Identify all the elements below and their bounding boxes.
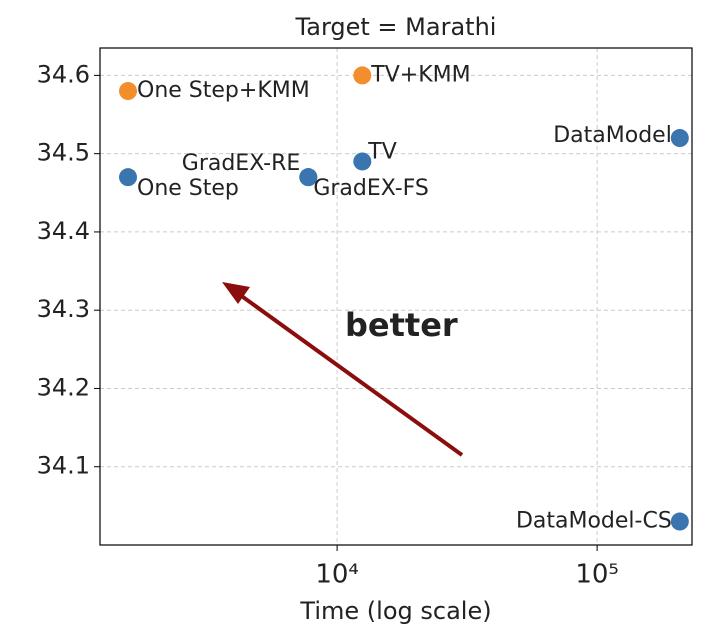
annotation: better (345, 306, 458, 344)
chart-title: Target = Marathi (295, 13, 497, 41)
point (353, 66, 372, 85)
x-tick-label: 10⁴ (315, 560, 359, 590)
point (119, 168, 138, 187)
y-tick-label: 34.6 (37, 60, 90, 88)
y-tick-label: 34.5 (37, 139, 90, 167)
point-label: One Step+KMM (137, 78, 310, 103)
point (670, 129, 689, 148)
x-axis-label: Time (log scale) (299, 597, 491, 625)
point (670, 512, 689, 531)
point (353, 152, 372, 171)
point-label: DataModel-CS (516, 509, 672, 534)
point-label: DataModel (553, 123, 672, 148)
point-label: One Step (137, 176, 239, 201)
y-tick-label: 34.1 (37, 452, 90, 480)
plot-frame (99, 47, 693, 546)
x-tick-label: 10⁵ (575, 560, 619, 590)
point-label: TV (367, 139, 397, 164)
arrow-head (222, 282, 250, 304)
y-tick-label: 34.4 (37, 217, 90, 245)
point-label: TV+KMM (370, 62, 470, 87)
point (299, 168, 318, 187)
y-tick-label: 34.2 (37, 373, 90, 401)
arrow-shaft (234, 290, 464, 457)
point (119, 82, 138, 101)
point-label: GradEX-RE (182, 151, 301, 176)
y-tick-label: 34.3 (37, 295, 90, 323)
point-label: GradEX-FS (313, 176, 429, 201)
